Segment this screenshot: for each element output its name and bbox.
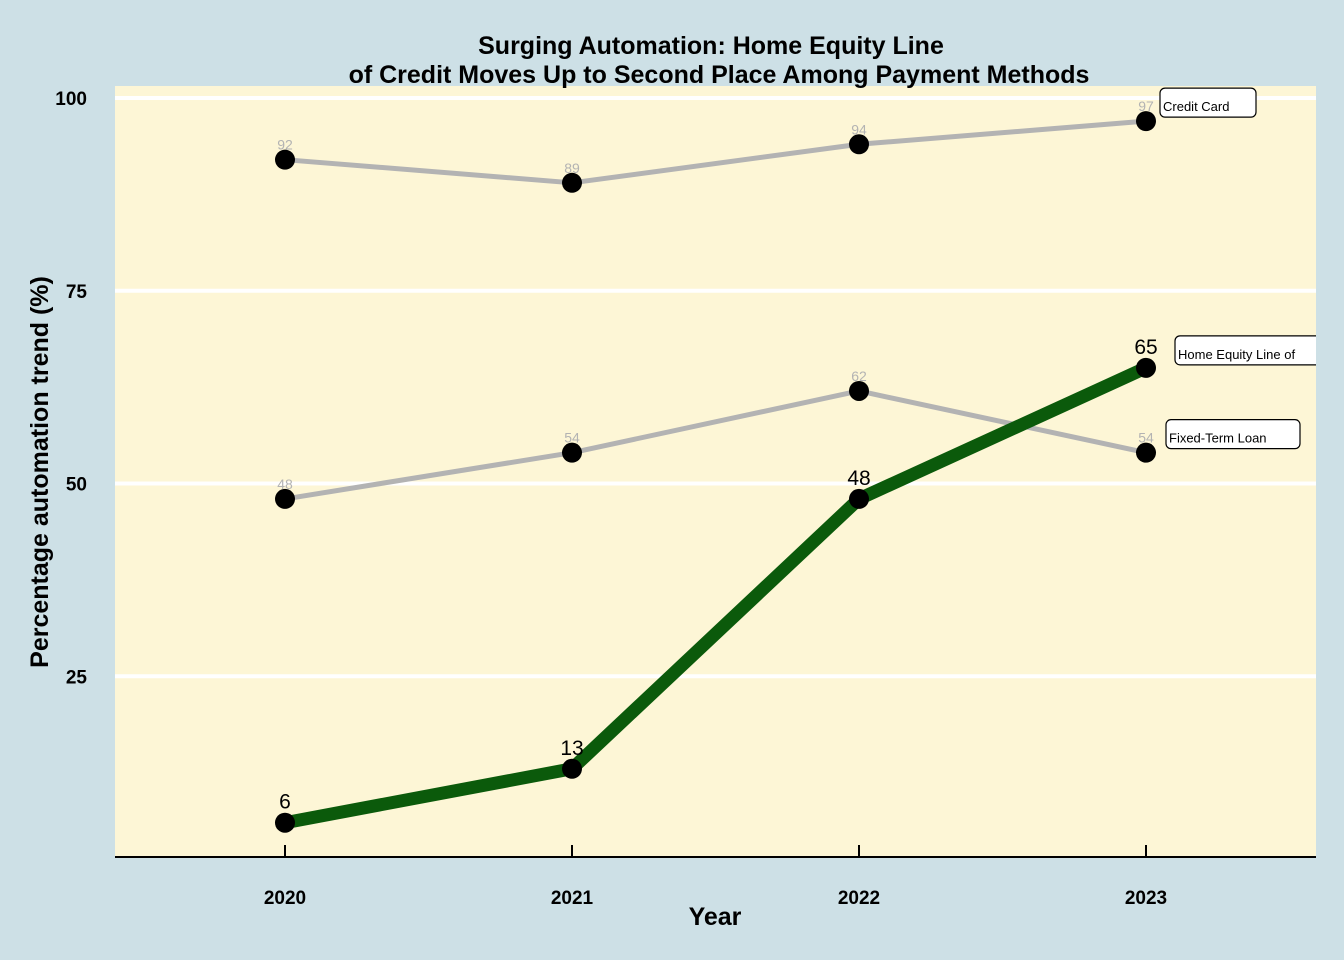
data-label-home-equity-line-of-credit-2020: 6 <box>279 791 291 814</box>
y-axis-title: Percentage automation trend (%) <box>26 276 54 668</box>
x-tick-label-2023: 2023 <box>1125 888 1167 909</box>
series-tag-credit-card: Credit Card <box>1163 99 1229 114</box>
data-point-home-equity-line-of-credit-2022 <box>849 488 869 509</box>
data-label-home-equity-line-of-credit-2022: 48 <box>847 467 870 490</box>
series-line-fixed-term-loan <box>282 388 1149 502</box>
series-tag-box-credit-card <box>1159 87 1257 118</box>
x-tick-label-2021: 2021 <box>551 888 594 909</box>
data-label-credit-card-2020: 92 <box>277 137 293 153</box>
series-credit-card: 92 89 94 97 Credit Card <box>275 87 1257 193</box>
y-tick-labels: 25 50 75 100 <box>55 89 87 688</box>
gridlines <box>115 96 1316 679</box>
data-point-home-equity-line-of-credit-2021 <box>562 758 582 779</box>
data-point-credit-card-2023 <box>1136 111 1156 132</box>
data-label-credit-card-2022: 94 <box>851 121 867 137</box>
x-axis-ticks: 2020 2021 2022 2023 <box>264 845 1167 909</box>
chart-title-line-1: Surging Automation: Home Equity Line <box>478 32 944 60</box>
x-tick-label-2022: 2022 <box>838 888 880 909</box>
data-label-fixed-term-loan-2022: 62 <box>851 368 867 384</box>
data-point-home-equity-line-of-credit-2023 <box>1136 357 1156 378</box>
y-tick-label-25: 25 <box>66 667 88 688</box>
series-line-credit-card <box>282 118 1149 186</box>
plot-panel <box>115 86 1316 857</box>
data-label-credit-card-2023: 97 <box>1138 98 1154 114</box>
data-label-fixed-term-loan-2021: 54 <box>564 430 580 446</box>
series-tag-home-equity-line-of-credit: Home Equity Line of <box>1178 347 1295 362</box>
data-label-home-equity-line-of-credit-2023: 65 <box>1134 336 1157 359</box>
chart-title-line-2: of Credit Moves Up to Second Place Among… <box>349 61 1090 89</box>
data-label-home-equity-line-of-credit-2021: 13 <box>560 737 583 760</box>
data-label-fixed-term-loan-2020: 48 <box>277 476 293 492</box>
y-tick-label-75: 75 <box>66 282 88 303</box>
x-tick-label-2020: 2020 <box>264 888 306 909</box>
data-point-fixed-term-loan-2021 <box>562 442 582 463</box>
series-home-equity-line-of-credit: 6 13 48 65 Home Equity Line of <box>275 335 1316 833</box>
data-label-fixed-term-loan-2023: 54 <box>1138 430 1154 446</box>
data-point-credit-card-2022 <box>849 134 869 155</box>
series-line-home-equity-line-of-credit <box>278 361 1153 830</box>
series-fixed-term-loan: 48 54 62 54 Fixed-Term Loan <box>275 368 1301 509</box>
data-label-credit-card-2021: 89 <box>564 160 580 176</box>
data-point-fixed-term-loan-2022 <box>849 380 869 401</box>
series-layer: 92 89 94 97 Credit Card 48 54 62 54 Fixed-Term Lo… <box>275 87 1316 833</box>
data-point-home-equity-line-of-credit-2020 <box>275 812 295 833</box>
y-tick-label-50: 50 <box>66 475 87 496</box>
y-tick-label-100: 100 <box>55 89 87 110</box>
series-tag-fixed-term-loan: Fixed-Term Loan <box>1169 431 1267 446</box>
series-tag-box-fixed-term-loan <box>1165 419 1301 450</box>
data-point-fixed-term-loan-2020 <box>275 488 295 509</box>
data-point-fixed-term-loan-2023 <box>1136 442 1156 463</box>
series-tag-box-home-equity-line-of-credit <box>1174 335 1316 366</box>
data-point-credit-card-2020 <box>275 149 295 170</box>
data-point-credit-card-2021 <box>562 172 582 193</box>
x-axis-title: Year <box>689 903 742 931</box>
